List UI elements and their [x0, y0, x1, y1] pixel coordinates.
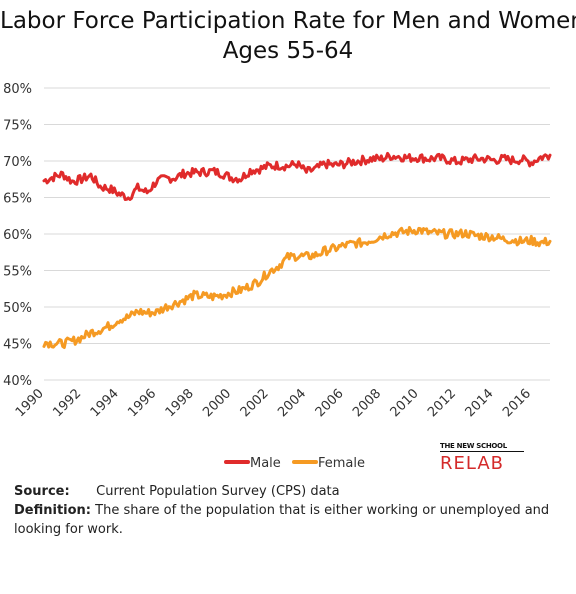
y-tick-label: 55%	[3, 265, 32, 280]
x-tick-label: 2008	[350, 386, 384, 420]
x-tick-label: 2014	[463, 386, 497, 420]
chart-legend[interactable]: Male Female	[224, 456, 365, 471]
new-school-relab-logo: THE NEW SCHOOL RELAB	[440, 442, 550, 474]
x-axis-ticks: 1990 1992 1994 1996 1998 2000 2002 2004 2006 2008…	[13, 386, 534, 420]
x-tick-label: 2012	[425, 386, 459, 420]
x-tick-label: 1996	[125, 386, 159, 420]
x-tick-label: 2006	[313, 386, 347, 420]
definition-label: Definition:	[14, 503, 92, 518]
source-note: Source: Current Population Survey (CPS) …	[14, 482, 564, 501]
x-tick-label: 2000	[200, 386, 234, 420]
definition-text: The share of the population that is eith…	[14, 503, 550, 537]
logo-top-text: THE NEW SCHOOL	[440, 442, 524, 452]
logo-bottom-text: RELAB	[440, 453, 504, 474]
y-axis-ticks: 40% 45% 50% 55% 60% 65% 70% 75% 80%	[3, 82, 32, 389]
x-tick-label: 1994	[88, 386, 122, 420]
y-tick-label: 60%	[3, 228, 32, 243]
series-line-female	[42, 226, 552, 349]
x-tick-label: 1990	[13, 386, 47, 420]
y-tick-label: 70%	[3, 155, 32, 170]
chart-title: Labor Force Participation Rate for Men a…	[0, 6, 576, 66]
x-tick-label: 2010	[388, 386, 422, 420]
source-label: Source:	[14, 484, 70, 499]
x-tick-label: 1998	[163, 386, 197, 420]
y-tick-label: 50%	[3, 301, 32, 316]
chart-title-line-2: Ages 55-64	[222, 38, 354, 64]
y-tick-label: 45%	[3, 338, 32, 353]
x-tick-label: 2002	[238, 386, 272, 420]
chart-series	[42, 151, 552, 349]
chart-title-line-1: Labor Force Participation Rate for Men a…	[0, 8, 576, 34]
definition-note: Definition: The share of the population …	[14, 501, 564, 539]
y-tick-label: 40%	[3, 374, 32, 389]
source-text: Current Population Survey (CPS) data	[96, 484, 340, 499]
line-chart: 40% 45% 50% 55% 60% 65% 70% 75% 80% 1990 1992 1994…	[3, 82, 552, 471]
chart-notes: Source: Current Population Survey (CPS) …	[14, 482, 564, 539]
legend-label-male[interactable]: Male	[250, 456, 281, 471]
y-tick-label: 75%	[3, 119, 32, 134]
x-tick-label: 1992	[50, 386, 84, 420]
y-tick-label: 65%	[3, 192, 32, 207]
legend-label-female[interactable]: Female	[318, 456, 365, 471]
x-tick-label: 2004	[275, 386, 309, 420]
y-tick-label: 80%	[3, 82, 32, 97]
x-tick-label: 2016	[500, 386, 534, 420]
series-line-male	[42, 151, 552, 201]
